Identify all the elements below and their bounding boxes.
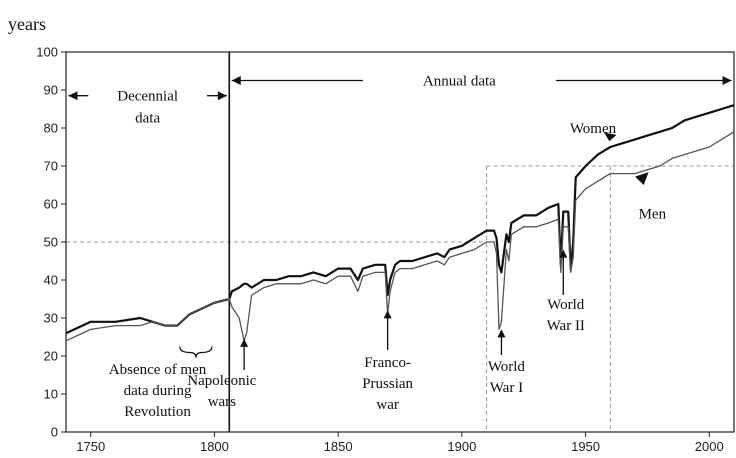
y-tick-label-20: 20 (44, 349, 58, 364)
franco-arrow-head (383, 310, 392, 319)
ww1-arrow-head (497, 329, 506, 338)
decennial-label-line-1: Decennial (117, 89, 178, 105)
series-line-women (65, 104, 735, 335)
series-line-men (65, 131, 735, 342)
y-axis-label: years (8, 14, 46, 34)
y-tick-label-50: 50 (44, 235, 58, 250)
x-tick-label-1900: 1900 (447, 439, 476, 454)
y-tick-label-40: 40 (44, 273, 58, 288)
napoleonic-arrow-head (240, 338, 249, 347)
ww1-label-line-2: War I (490, 380, 523, 396)
decennial-label-line-2: data (135, 111, 160, 127)
ww2-label-line-1: World (547, 297, 585, 313)
ww2-arrow-head (559, 249, 568, 258)
x-tick-label-2000: 2000 (695, 439, 724, 454)
annual-arrow-left-head (231, 76, 241, 85)
decennial-arrow-right-head (217, 91, 227, 101)
napoleonic-label-line-2: wars (208, 394, 236, 410)
x-tick-label-1850: 1850 (324, 439, 353, 454)
napoleonic-label-line-1: Napoleonic (187, 373, 256, 389)
revolution-label-line-2: data during (124, 383, 192, 399)
y-tick-label-10: 10 (44, 387, 58, 402)
decennial-arrow-left-head (68, 91, 78, 101)
y-tick-label-100: 100 (36, 45, 58, 60)
annual-label: Annual data (423, 74, 496, 90)
ww2-label-line-2: War II (547, 318, 585, 334)
x-tick-label-1750: 1750 (76, 439, 105, 454)
y-tick-label-0: 0 (51, 425, 58, 440)
revolution-label-line-3: Revolution (124, 404, 191, 420)
y-tick-label-60: 60 (44, 197, 58, 212)
x-tick-label-1800: 1800 (200, 439, 229, 454)
annual-arrow-right-head (722, 76, 732, 85)
ww1-label-line-1: World (488, 359, 526, 375)
men-label: Men (639, 207, 667, 223)
x-tick-label-1950: 1950 (571, 439, 600, 454)
y-tick-label-70: 70 (44, 159, 58, 174)
women-pointer (604, 132, 617, 142)
y-tick-label-80: 80 (44, 121, 58, 136)
franco-label-line-3: war (376, 397, 399, 413)
franco-label-line-2: Prussian (362, 376, 413, 392)
y-tick-label-30: 30 (44, 311, 58, 326)
revolution-label-line-1: Absence of men (109, 362, 207, 378)
revolution-brace (179, 346, 213, 358)
y-tick-label-90: 90 (44, 83, 58, 98)
franco-label-line-1: Franco- (364, 355, 411, 371)
men-pointer (635, 172, 649, 185)
